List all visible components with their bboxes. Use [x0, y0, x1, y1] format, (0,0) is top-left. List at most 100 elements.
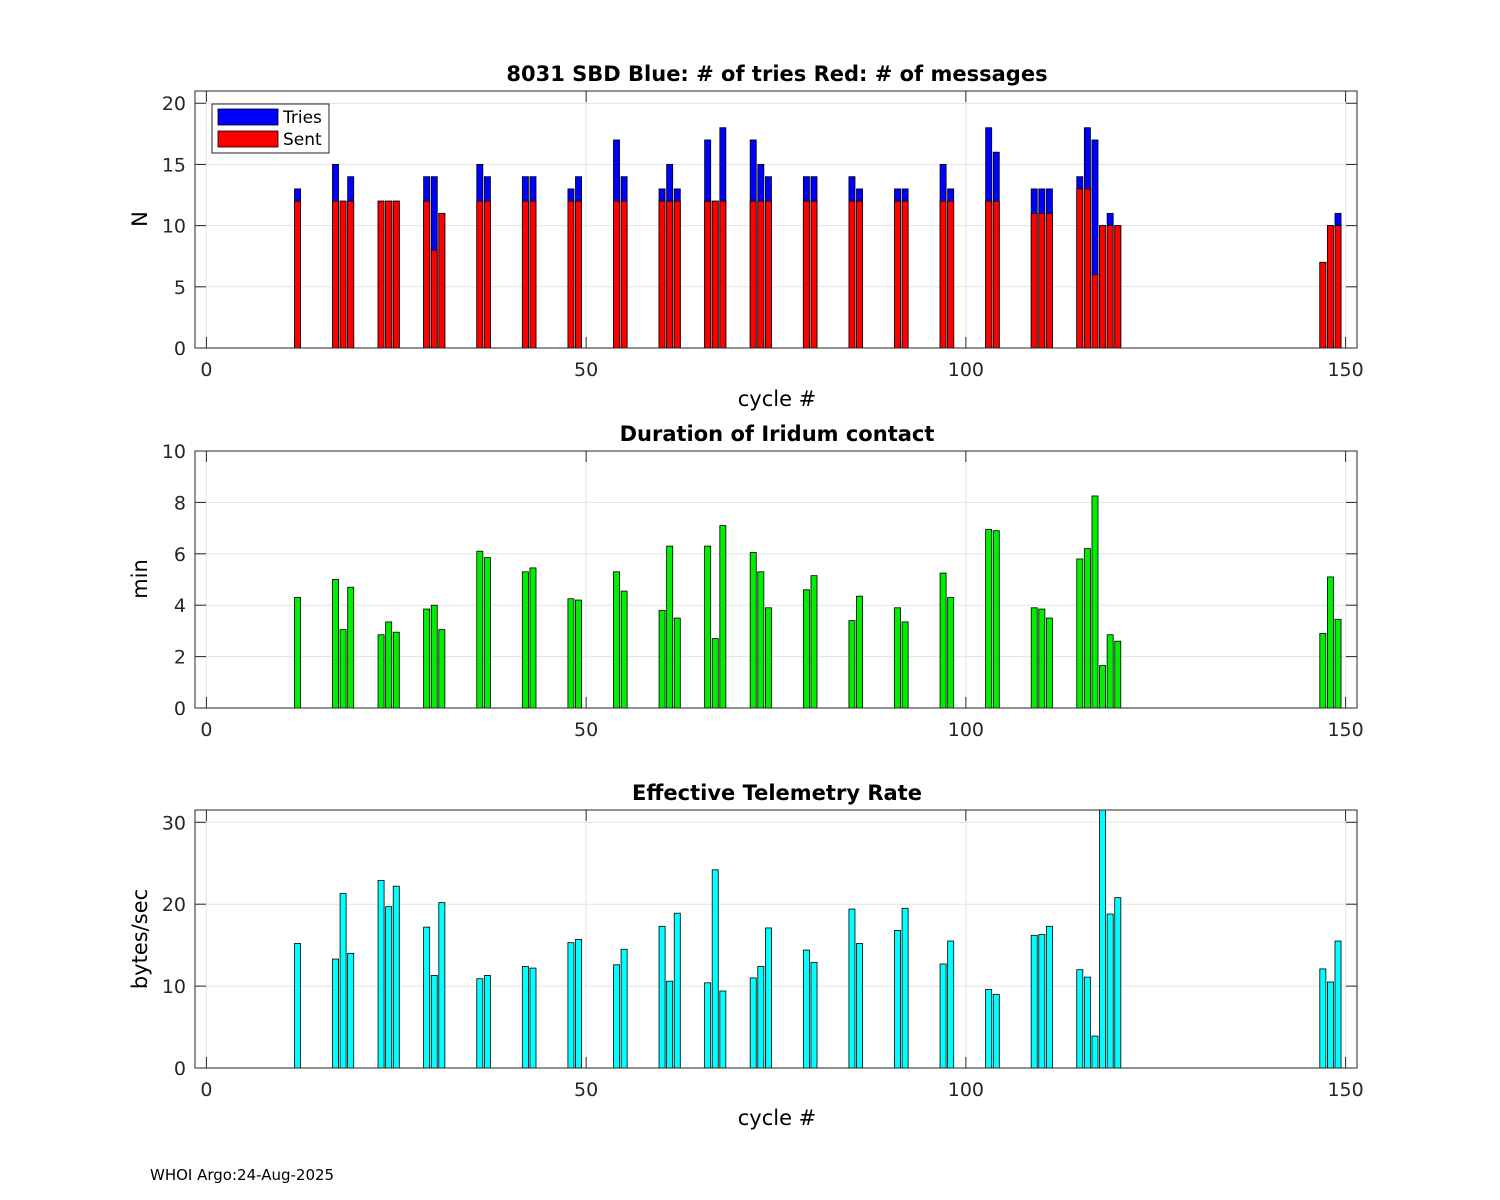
- bar-duration: [476, 550, 484, 709]
- bar-duration: [1076, 558, 1084, 709]
- grid: [195, 91, 1357, 349]
- y-tick-label: 8: [174, 492, 186, 514]
- bar-rate: [332, 958, 339, 1069]
- bar-duration: [430, 604, 438, 709]
- bar-rate: [575, 939, 582, 1069]
- bar-rate: [392, 885, 400, 1069]
- bar-sent: [985, 200, 993, 349]
- bar-sent: [613, 200, 620, 349]
- y-tick-label: 30: [162, 812, 186, 834]
- y-tick-label: 10: [162, 976, 186, 998]
- bar-duration: [704, 545, 712, 709]
- ticks: 0 50 100 150 0 10 20 30: [162, 810, 1364, 1101]
- x-tick-label: 150: [1327, 359, 1363, 381]
- ticks: 0 50 100 150 0 5 10 15 20: [162, 91, 1364, 381]
- bar-sent: [385, 200, 393, 349]
- bar-rate: [1326, 981, 1334, 1069]
- chart-title: Effective Telemetry Rate: [632, 781, 922, 805]
- legend-label-sent: Sent: [283, 130, 322, 150]
- bar-sent: [658, 200, 666, 349]
- bar-rate: [848, 908, 856, 1069]
- bar-duration: [332, 579, 339, 709]
- bar-duration: [1030, 607, 1038, 709]
- bar-duration: [567, 598, 575, 709]
- grid: [195, 450, 1357, 709]
- bar-sent: [711, 200, 719, 349]
- bar-rate: [947, 940, 955, 1069]
- x-tick-label: 50: [574, 719, 598, 741]
- legend-swatch-tries: [217, 108, 279, 126]
- x-tick-label: 150: [1327, 719, 1363, 741]
- bar-rate: [1091, 1035, 1099, 1069]
- axes-box: [194, 90, 1358, 349]
- bar-rate: [658, 925, 666, 1069]
- bar-sent: [423, 200, 431, 349]
- bar-duration: [529, 567, 537, 709]
- bar-duration: [423, 608, 431, 709]
- grid: [195, 810, 1357, 1069]
- x-axis-label: cycle #: [738, 387, 817, 411]
- bar-duration: [856, 595, 863, 709]
- bar-duration: [347, 586, 355, 709]
- bar-rate: [1114, 897, 1122, 1069]
- bar-rate: [385, 906, 393, 1069]
- y-tick-label: 0: [174, 338, 186, 360]
- bar-sent: [1045, 212, 1053, 349]
- bar-duration: [385, 621, 393, 709]
- bar-duration: [673, 617, 681, 709]
- bar-rate: [521, 966, 529, 1069]
- bar-sent: [810, 200, 818, 349]
- bar-rate: [339, 893, 347, 1069]
- bar-rate: [620, 948, 628, 1069]
- bar-rate: [704, 982, 712, 1069]
- bar-rate: [1334, 940, 1342, 1069]
- bars: [294, 809, 1342, 1069]
- bars: [294, 127, 1342, 349]
- bar-sent: [894, 200, 901, 349]
- bar-sent: [377, 200, 385, 349]
- x-tick-label: 0: [200, 359, 212, 381]
- bar-rate: [1076, 969, 1084, 1069]
- x-tick-label: 100: [948, 719, 984, 741]
- bar-rate: [423, 926, 431, 1069]
- x-tick-label: 150: [1327, 1079, 1363, 1101]
- bar-sent: [1076, 188, 1084, 349]
- footer-credit: WHOI Argo:24-Aug-2025: [150, 1166, 335, 1184]
- bar-rate: [1083, 976, 1091, 1069]
- bar-rate: [757, 966, 765, 1069]
- y-tick-label: 0: [174, 1058, 186, 1080]
- bars: [294, 495, 1342, 709]
- bar-rate: [1099, 809, 1107, 1069]
- bar-duration: [802, 589, 810, 709]
- y-tick-label: 20: [162, 894, 186, 916]
- bar-sent: [764, 200, 772, 349]
- bar-sent: [483, 200, 491, 349]
- bar-sent: [529, 200, 537, 349]
- bar-duration: [658, 609, 666, 709]
- y-tick-label: 10: [162, 216, 186, 238]
- bar-duration: [1099, 665, 1107, 709]
- bar-sent: [939, 200, 947, 349]
- bar-duration: [985, 528, 993, 709]
- bar-sent: [567, 200, 575, 349]
- bar-sent: [339, 200, 347, 349]
- bar-duration: [939, 572, 947, 709]
- bar-rate: [1030, 934, 1038, 1069]
- bar-sent: [802, 200, 810, 349]
- bar-sent: [666, 200, 674, 349]
- bar-sent: [673, 200, 681, 349]
- bar-sent: [1326, 225, 1334, 349]
- bar-sent: [575, 200, 582, 349]
- bar-rate: [764, 927, 772, 1069]
- bar-duration: [392, 631, 400, 709]
- bar-rate: [939, 963, 947, 1069]
- bar-rate: [673, 912, 681, 1069]
- bar-rate: [749, 977, 757, 1069]
- bar-rate: [483, 975, 491, 1069]
- bar-sent: [992, 200, 1000, 349]
- y-axis-label: N: [128, 211, 152, 227]
- bar-rate: [567, 942, 575, 1069]
- bar-sent: [1038, 212, 1046, 349]
- bar-rate: [901, 907, 909, 1069]
- bar-duration: [438, 629, 446, 709]
